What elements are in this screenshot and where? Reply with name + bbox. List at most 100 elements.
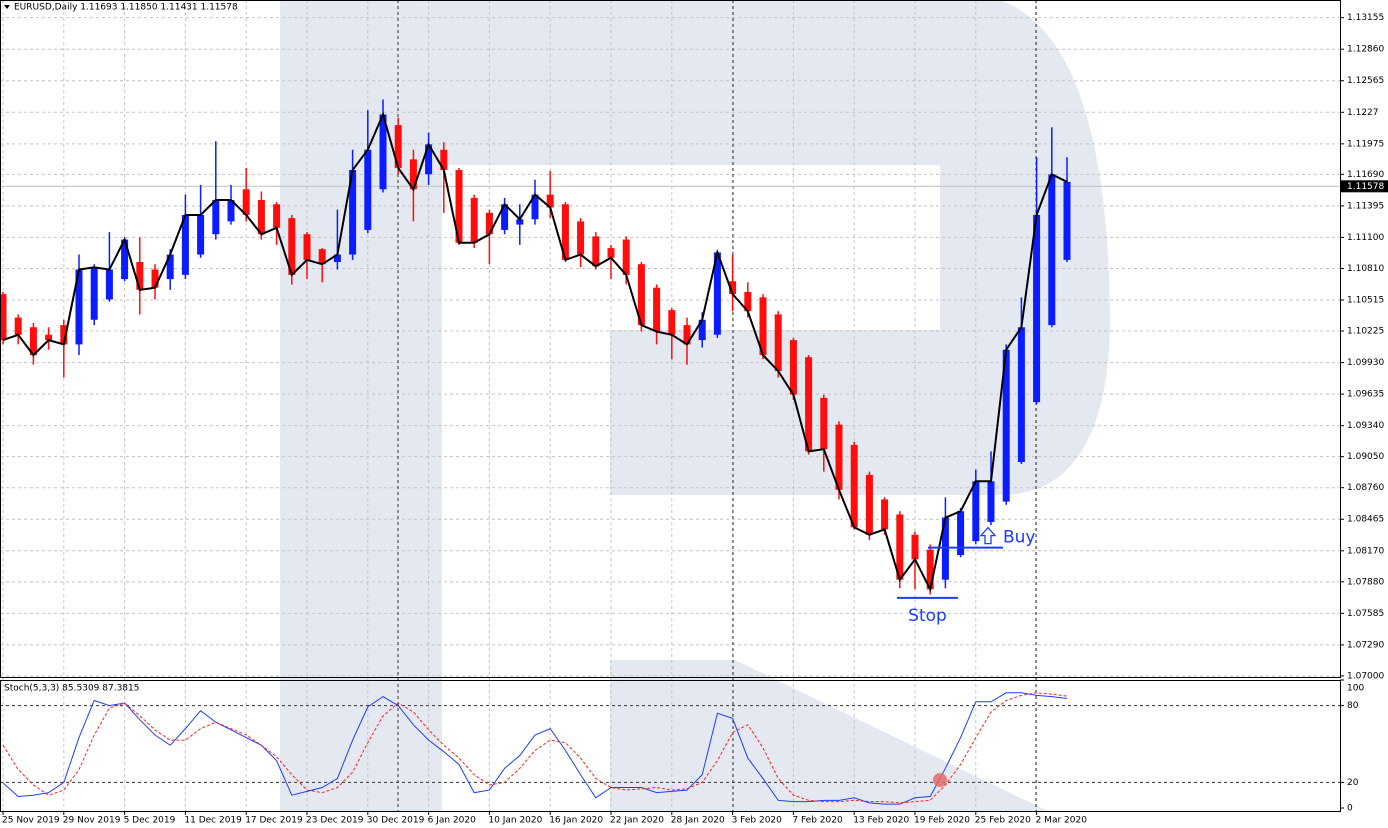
y-tick-label: 1.08465 <box>1347 515 1384 525</box>
candle-body <box>911 534 919 560</box>
candle-body <box>0 294 7 341</box>
x-tick-label: 29 Nov 2019 <box>63 816 121 826</box>
candle-body <box>455 170 463 243</box>
candle-body <box>121 239 129 280</box>
watermark <box>280 0 1110 812</box>
x-tick-label: 28 Jan 2020 <box>671 816 725 826</box>
candle-body <box>425 144 433 175</box>
candle-body <box>379 114 387 190</box>
y-tick-label: 1.11975 <box>1347 139 1384 149</box>
x-tick-label: 16 Jan 2020 <box>549 816 603 826</box>
candle-body <box>1002 349 1010 502</box>
y-tick-label: 20 <box>1347 778 1359 788</box>
candle-body <box>14 317 22 335</box>
y-tick-label: 1.09635 <box>1347 390 1384 400</box>
candle-body <box>197 214 205 255</box>
x-tick-label: 19 Feb 2020 <box>914 816 970 826</box>
watermark-bowl <box>442 0 1110 495</box>
candle-body <box>227 199 235 222</box>
candle-body <box>212 199 220 235</box>
x-tick-label: 22 Jan 2020 <box>610 816 664 826</box>
candle-body <box>531 194 539 220</box>
signal-marker <box>933 773 947 787</box>
candle-body <box>409 159 417 190</box>
candle-body <box>668 310 676 335</box>
candle-body <box>1033 214 1041 403</box>
candle-body <box>90 267 98 320</box>
y-tick-label: 1.12565 <box>1347 76 1384 86</box>
header-icon <box>4 5 10 9</box>
current-price-box <box>1341 180 1388 193</box>
x-tick-label: 7 Feb 2020 <box>792 816 843 826</box>
candle-body <box>865 474 873 535</box>
axis-layer: 1.13155 1.12860 1.12565 1.1227 1.11975 1.1169… <box>2 13 1388 826</box>
candle-body <box>75 269 83 345</box>
candle-body <box>881 499 889 530</box>
candle-body <box>561 204 569 260</box>
y-tick-label: 1.1227 <box>1347 108 1379 118</box>
y-tick-label: 1.07880 <box>1347 577 1384 587</box>
y-tick-label: 1.07000 <box>1347 671 1384 681</box>
candle-body <box>820 397 828 450</box>
y-tick-label: 1.10810 <box>1347 264 1384 274</box>
x-tick-label: 25 Feb 2020 <box>975 816 1031 826</box>
x-tick-label: 11 Dec 2019 <box>184 816 242 826</box>
candle-body <box>941 517 949 580</box>
candle-body <box>303 234 311 260</box>
x-tick-label: 3 Feb 2020 <box>732 816 783 826</box>
y-tick-label: 1.10225 <box>1347 327 1384 337</box>
candle-body <box>1017 327 1025 463</box>
stoch-line <box>2 692 1068 805</box>
annotation-text: Stop <box>908 606 947 626</box>
candle-body <box>896 514 904 580</box>
candle-body <box>364 149 372 230</box>
candle-body <box>1063 181 1071 260</box>
candle-body <box>273 204 281 228</box>
candle-body <box>166 254 174 280</box>
candle-body <box>592 236 600 267</box>
close-line <box>2 111 1068 593</box>
candle-body <box>607 248 615 258</box>
y-tick-label: 1.12860 <box>1347 45 1384 55</box>
chart-header: EURUSD,Daily 1.11693 1.11850 1.11431 1.1… <box>14 3 238 13</box>
candle-body <box>516 219 524 225</box>
candle-body <box>1048 174 1056 326</box>
y-tick-label: 1.13155 <box>1347 13 1384 23</box>
x-tick-label: 17 Dec 2019 <box>245 816 303 826</box>
candle-body <box>440 149 448 171</box>
candle-body <box>653 287 661 332</box>
candle-body <box>60 325 68 345</box>
candle-body <box>257 199 265 235</box>
candle-body <box>349 170 357 255</box>
watermark-stem <box>280 0 442 812</box>
candle-body <box>637 264 645 326</box>
y-tick-label: 1.08760 <box>1347 483 1384 493</box>
candle-body <box>394 125 402 168</box>
x-tick-label: 2 Mar 2020 <box>1036 816 1088 826</box>
candle-body <box>850 444 858 528</box>
x-tick-label: 10 Jan 2020 <box>488 816 542 826</box>
candle-body <box>29 327 37 356</box>
candle-body <box>926 549 934 590</box>
stoch-label: Stoch(5,3,3) 85.5309 87.3815 <box>4 684 139 694</box>
y-tick-label: 1.08170 <box>1347 546 1384 556</box>
x-tick-label: 13 Feb 2020 <box>853 816 909 826</box>
y-tick-label: 1.11395 <box>1347 201 1384 211</box>
candle-body <box>729 281 737 295</box>
y-tick-label: 1.09930 <box>1347 358 1384 368</box>
stoch-line <box>2 692 1068 804</box>
frames <box>0 0 1341 812</box>
candle-body <box>972 481 980 542</box>
stoch-frame <box>0 680 1341 812</box>
candle-body <box>683 325 691 345</box>
candle-body <box>759 297 767 356</box>
current-price-label: 1.11578 <box>1347 182 1384 192</box>
y-tick-label: 1.11690 <box>1347 170 1384 180</box>
candle-body <box>805 357 813 452</box>
main-frame <box>0 0 1341 678</box>
candle-body <box>318 249 326 265</box>
candle-body <box>501 204 509 230</box>
annotation-arrow <box>979 526 997 545</box>
candle-body <box>789 340 797 395</box>
